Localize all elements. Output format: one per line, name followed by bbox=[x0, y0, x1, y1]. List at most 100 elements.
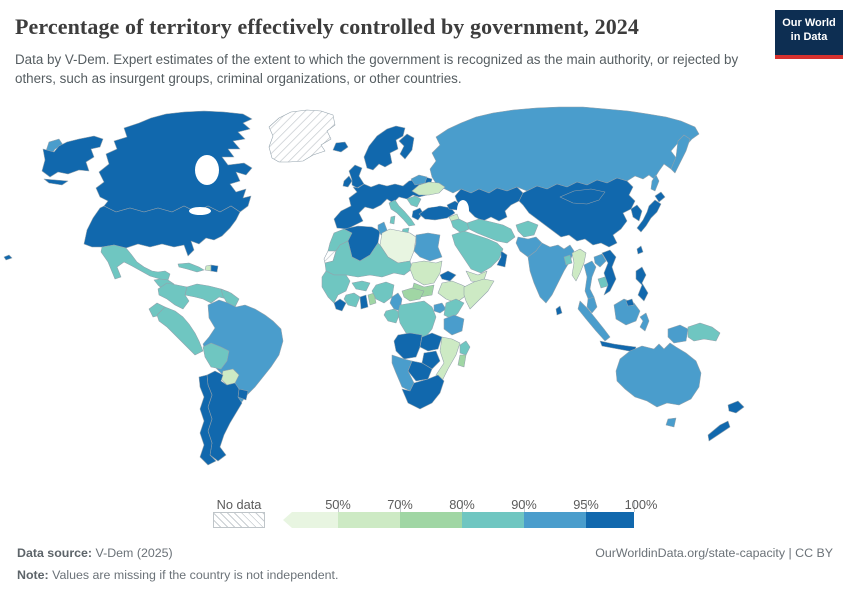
map-region-sulawesi[interactable]: Indonesia (Sulawesi) bbox=[639, 312, 650, 332]
legend-bin-6[interactable] bbox=[586, 512, 634, 528]
map-region-hawaii[interactable]: United States (Hawaii) bbox=[3, 254, 13, 261]
legend-bin-1[interactable] bbox=[283, 512, 338, 528]
map-region-taiwan[interactable]: Taiwan bbox=[636, 245, 644, 255]
map-region-myanmar[interactable]: Myanmar bbox=[571, 248, 587, 282]
map-region-zambia[interactable]: Zambia bbox=[419, 332, 443, 352]
map-region-borneo[interactable]: Borneo bbox=[613, 298, 641, 326]
map-region-nz_north[interactable]: New Zealand (North Island) bbox=[727, 400, 745, 414]
map-region-kazakhstan[interactable]: Kazakhstan & Central Asia bbox=[454, 186, 524, 222]
map-region-sierra_leone_liberia[interactable]: Sierra Leone & Liberia bbox=[333, 298, 347, 312]
map-region-india[interactable]: India bbox=[527, 242, 575, 304]
map-region-nigeria[interactable]: Nigeria bbox=[371, 281, 395, 304]
map-region-malawi_mozambique[interactable]: Malawi & Mozambique bbox=[435, 336, 461, 382]
map-region-angola[interactable]: Angola bbox=[393, 332, 423, 360]
map-region-tanzania[interactable]: Tanzania bbox=[443, 314, 465, 336]
map-region-iraq[interactable]: Iraq bbox=[450, 218, 470, 234]
map-region-scandinavia[interactable]: Norway & Sweden bbox=[363, 125, 406, 171]
map-region-thailand[interactable]: Thailand bbox=[583, 260, 597, 302]
map-region-cuba[interactable]: Cuba bbox=[177, 262, 205, 273]
map-region-belarus[interactable]: Belarus bbox=[410, 174, 428, 186]
map-region-brunei[interactable]: Brunei bbox=[625, 298, 635, 307]
legend-bin-5[interactable] bbox=[524, 512, 586, 528]
map-region-mexico[interactable]: Mexico bbox=[100, 244, 171, 281]
map-region-ethiopia[interactable]: Ethiopia bbox=[437, 280, 471, 304]
map-region-laos[interactable]: Laos bbox=[593, 253, 607, 268]
map-region-drc[interactable]: DR Congo bbox=[397, 300, 437, 342]
map-region-png[interactable]: Papua New Guinea bbox=[687, 322, 721, 342]
map-region-tasmania[interactable]: Australia (Tasmania) bbox=[665, 417, 677, 428]
map-region-chile[interactable]: Chile bbox=[198, 374, 217, 466]
map-region-bangladesh[interactable]: Bangladesh bbox=[563, 254, 573, 266]
legend-tick-label: 80% bbox=[449, 497, 475, 512]
map-region-bolivia[interactable]: Bolivia bbox=[202, 342, 230, 370]
map-region-eritrea[interactable]: Eritrea & Djibouti bbox=[439, 270, 457, 282]
map-region-dominican_republic[interactable]: Dominican Republic bbox=[210, 264, 219, 273]
map-region-peru[interactable]: Peru bbox=[156, 306, 204, 356]
map-region-gabon_congo[interactable]: Gabon & Congo bbox=[383, 308, 401, 324]
map-region-burkina[interactable]: Burkina Faso bbox=[351, 280, 371, 292]
map-region-oman[interactable]: Oman bbox=[496, 250, 508, 268]
map-region-alaska[interactable]: United States (Alaska) bbox=[41, 135, 104, 186]
map-region-philippines[interactable]: Philippines bbox=[635, 266, 649, 302]
map-region-greece[interactable]: Greece bbox=[411, 207, 424, 221]
map-region-venezuela[interactable]: Venezuela bbox=[184, 283, 230, 304]
map-region-malaysia[interactable]: Malaysia (Peninsula) bbox=[586, 296, 598, 314]
legend-no-data-swatch[interactable] bbox=[213, 512, 265, 528]
map-region-car[interactable]: Central African Republic bbox=[401, 287, 425, 302]
map-region-ukraine[interactable]: Ukraine bbox=[411, 181, 446, 196]
map-region-zimbabwe[interactable]: Zimbabwe bbox=[421, 350, 441, 370]
map-region-senegal_guinea[interactable]: Senegal & Guinea bbox=[321, 270, 351, 304]
map-region-italy[interactable]: Italy bbox=[388, 199, 416, 227]
map-region-canada[interactable]: Canada bbox=[95, 110, 253, 213]
map-region-balkans[interactable]: Western Balkans bbox=[406, 195, 422, 208]
map-region-togo_benin[interactable]: Togo & Benin bbox=[367, 292, 377, 306]
map-region-kenya[interactable]: Kenya bbox=[443, 298, 465, 320]
map-region-west_papua[interactable]: Indonesia (Papua) bbox=[667, 324, 689, 344]
map-region-sumatra[interactable]: Indonesia (Sumatra) bbox=[577, 300, 611, 342]
map-region-egypt[interactable]: Egypt bbox=[413, 232, 443, 262]
map-region-ghana[interactable]: Ghana bbox=[359, 294, 369, 310]
legend-bin-2[interactable] bbox=[338, 512, 400, 528]
map-region-iceland[interactable]: Iceland bbox=[332, 141, 349, 153]
map-region-mongolia[interactable]: Mongolia bbox=[559, 188, 606, 205]
map-region-sri_lanka[interactable]: Sri Lanka bbox=[555, 305, 563, 316]
map-region-colombia[interactable]: Colombia bbox=[157, 282, 190, 310]
great-lakes-water bbox=[189, 207, 211, 215]
map-region-vietnam[interactable]: Vietnam bbox=[601, 249, 617, 296]
map-region-turkey[interactable]: Turkey bbox=[418, 205, 456, 221]
map-region-ireland[interactable]: Ireland bbox=[342, 175, 353, 188]
map-region-afghanistan[interactable]: Afghanistan bbox=[515, 220, 539, 238]
map-region-uganda[interactable]: Uganda bbox=[433, 302, 447, 314]
legend-bin-3[interactable] bbox=[400, 512, 462, 528]
footer-note: Note: Values are missing if the country … bbox=[17, 568, 338, 582]
map-region-sardinia[interactable]: Italy (Sardinia) bbox=[389, 215, 396, 225]
map-region-ivory_coast[interactable]: Cote d'Ivoire bbox=[343, 292, 361, 308]
map-region-europe_main[interactable]: Western & Central Europe bbox=[333, 176, 433, 230]
footer-note-label: Note: bbox=[17, 568, 49, 582]
map-region-iran[interactable]: Iran bbox=[466, 218, 516, 244]
map-region-usa[interactable]: United States bbox=[83, 205, 241, 257]
map-region-uk[interactable]: United Kingdom bbox=[348, 164, 365, 189]
map-region-korea[interactable]: Korea bbox=[630, 204, 643, 222]
map-region-haiti[interactable]: Haiti bbox=[204, 264, 212, 272]
map-region-hokkaido[interactable]: Japan (Hokkaido) bbox=[654, 191, 666, 203]
map-region-somalia[interactable]: Somalia bbox=[463, 278, 495, 310]
map-region-finland[interactable]: Finland bbox=[398, 133, 415, 160]
map-region-sudan[interactable]: Sudan bbox=[409, 260, 443, 286]
map-region-kamchatka[interactable]: Russia (Kamchatka) bbox=[670, 134, 691, 174]
map-region-madagascar_s[interactable]: Madagascar (South) bbox=[457, 354, 467, 368]
map-region-nz_south[interactable]: New Zealand (South Island) bbox=[707, 420, 731, 442]
owid-logo[interactable]: Our World in Data bbox=[775, 10, 843, 59]
map-region-japan[interactable]: Japan bbox=[636, 199, 662, 233]
map-region-sakhalin[interactable]: Russia (Sakhalin) bbox=[650, 174, 660, 192]
map-region-greenland[interactable]: Greenland bbox=[268, 109, 336, 163]
footer-link[interactable]: OurWorldinData.org/state-capacity | CC B… bbox=[595, 546, 833, 560]
map-region-madagascar_n[interactable]: Madagascar (North) bbox=[459, 340, 471, 356]
map-region-sahel[interactable]: Mauritania, Mali, Niger & Chad bbox=[324, 240, 413, 278]
map-region-java[interactable]: Indonesia (Java) bbox=[599, 340, 637, 353]
map-region-south_africa[interactable]: South Africa bbox=[401, 374, 445, 410]
map-region-saudi[interactable]: Saudi Arabia bbox=[451, 230, 504, 274]
legend-bin-4[interactable] bbox=[462, 512, 524, 528]
map-region-australia[interactable]: Australia bbox=[615, 342, 702, 408]
map-region-china[interactable]: China bbox=[518, 177, 636, 248]
